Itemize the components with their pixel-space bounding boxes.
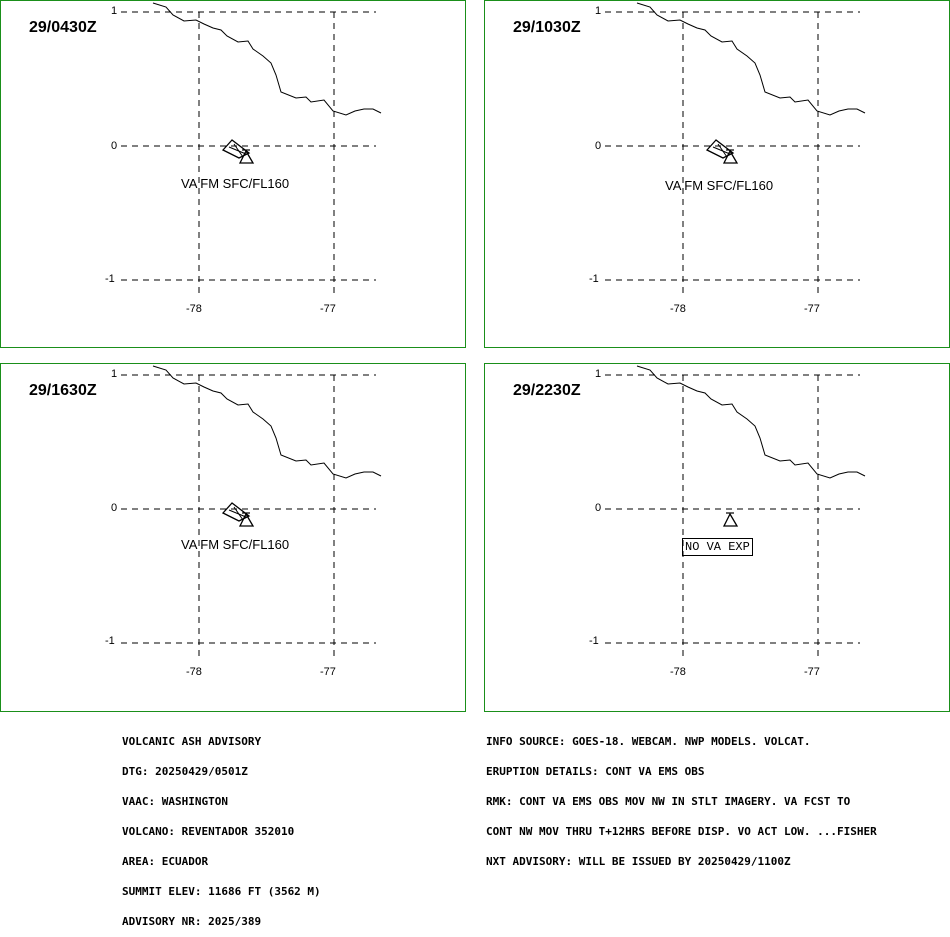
lat-tick-minus1: -1 — [105, 273, 115, 285]
volcano-icon — [722, 149, 739, 164]
advisory-line: CONT NW MOV THRU T+12HRS BEFORE DISP. VO… — [486, 825, 877, 838]
advisory-line: VAAC: WASHINGTON — [122, 795, 228, 808]
ash-cloud-symbol — [705, 139, 735, 159]
forecast-panel-0430: 29/0430Z 1 0 -1 -78 -77 VA FM SFC/FL160 — [0, 0, 466, 348]
coastline — [636, 2, 866, 116]
volcano-icon — [238, 149, 255, 164]
panel-time: 29/0430Z — [29, 19, 97, 36]
advisory-line: NXT ADVISORY: WILL BE ISSUED BY 20250429… — [486, 855, 791, 868]
advisory-line: DTG: 20250429/0501Z — [122, 765, 248, 778]
lat-tick-1: 1 — [111, 368, 118, 380]
ash-label: VA FM SFC/FL160 — [181, 176, 290, 191]
lon-tick-78: -78 — [186, 303, 202, 315]
panel-time: 29/2230Z — [513, 382, 581, 399]
grid-lines — [605, 374, 860, 656]
lat-tick-minus1: -1 — [589, 635, 599, 647]
lat-tick-1: 1 — [111, 5, 118, 17]
coastline — [152, 365, 382, 479]
lon-tick-78: -78 — [186, 666, 202, 678]
lon-tick-77: -77 — [320, 303, 336, 315]
lon-tick-77: -77 — [804, 666, 820, 678]
lon-tick-77: -77 — [320, 666, 336, 678]
panel-time: 29/1630Z — [29, 382, 97, 399]
lat-tick-0: 0 — [111, 502, 118, 514]
ash-cloud-symbol — [221, 502, 251, 522]
advisory-line: ADVISORY NR: 2025/389 — [122, 915, 262, 928]
lat-tick-1: 1 — [595, 5, 602, 17]
grid-lines — [121, 11, 376, 293]
volcano-icon — [722, 512, 739, 527]
lat-tick-0: 0 — [595, 140, 602, 152]
lat-tick-minus1: -1 — [105, 635, 115, 647]
lat-tick-minus1: -1 — [589, 273, 599, 285]
volcano-icon — [238, 512, 255, 527]
map-canvas — [121, 365, 382, 656]
advisory-line: ERUPTION DETAILS: CONT VA EMS OBS — [486, 765, 705, 778]
grid-lines — [121, 374, 376, 656]
coastline — [636, 365, 866, 479]
forecast-panel-1030: 29/1030Z 1 0 -1 -78 -77 VA FM SFC/FL160 — [484, 0, 950, 348]
ash-label: VA FM SFC/FL160 — [181, 537, 290, 552]
forecast-panel-2230: 29/2230Z 1 0 -1 -78 -77 NO VA EXP — [484, 363, 950, 712]
coastline — [152, 2, 382, 116]
map-canvas — [605, 365, 866, 656]
advisory-line: AREA: ECUADOR — [122, 855, 209, 868]
map-canvas — [121, 2, 382, 293]
advisory-line: SUMMIT ELEV: 11686 FT (3562 M) — [122, 885, 321, 898]
ash-cloud-symbol — [221, 139, 251, 159]
advisory-line: VOLCANO: REVENTADOR 352010 — [122, 825, 295, 838]
map-canvas — [605, 2, 866, 293]
grid-lines — [605, 11, 860, 293]
advisory-left: VOLCANIC ASH ADVISORY DTG: 20250429/0501… — [122, 717, 321, 937]
lon-tick-78: -78 — [670, 303, 686, 315]
advisory-line: VOLCANIC ASH ADVISORY — [122, 735, 262, 748]
forecast-panel-1630: 29/1630Z 1 0 -1 -78 -77 VA FM SFC/FL160 — [0, 363, 466, 712]
panel-time: 29/1030Z — [513, 19, 581, 36]
no-ash-label: NO VA EXP — [682, 538, 753, 556]
advisory-line: RMK: CONT VA EMS OBS MOV NW IN STLT IMAG… — [486, 795, 851, 808]
lat-tick-0: 0 — [111, 140, 118, 152]
lon-tick-78: -78 — [670, 666, 686, 678]
lon-tick-77: -77 — [804, 303, 820, 315]
lat-tick-1: 1 — [595, 368, 602, 380]
ash-label: VA FM SFC/FL160 — [665, 178, 774, 193]
advisory-right: INFO SOURCE: GOES-18. WEBCAM. NWP MODELS… — [486, 717, 877, 877]
advisory-line: INFO SOURCE: GOES-18. WEBCAM. NWP MODELS… — [486, 735, 811, 748]
lat-tick-0: 0 — [595, 502, 602, 514]
